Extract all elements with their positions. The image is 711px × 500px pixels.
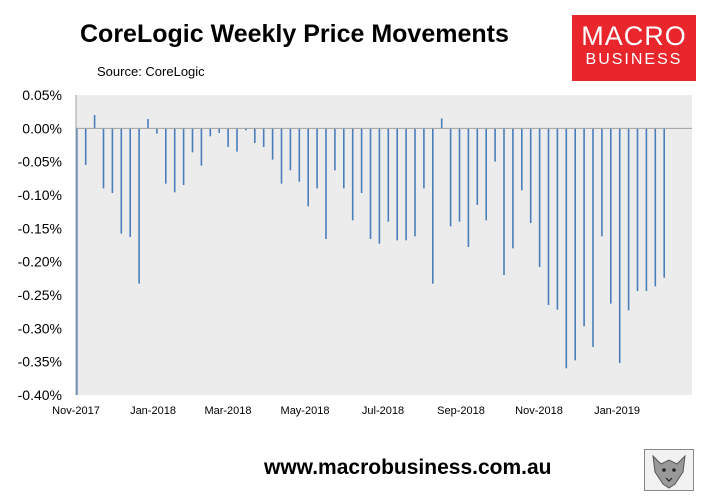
bar bbox=[120, 128, 123, 234]
bar bbox=[111, 128, 114, 193]
bar bbox=[76, 128, 78, 396]
bar bbox=[423, 128, 425, 189]
bar bbox=[343, 128, 345, 189]
bar bbox=[592, 128, 594, 347]
y-tick-label: -0.10% bbox=[18, 187, 62, 203]
y-tick-label: -0.35% bbox=[18, 354, 62, 370]
bar bbox=[102, 128, 105, 189]
y-tick-label: 0.05% bbox=[22, 87, 62, 103]
chart-source: Source: CoreLogic bbox=[97, 64, 205, 79]
bar bbox=[485, 128, 487, 221]
y-tick-label: -0.30% bbox=[18, 320, 62, 336]
chart-title: CoreLogic Weekly Price Movements bbox=[80, 20, 509, 48]
bar bbox=[236, 128, 238, 152]
bar bbox=[209, 128, 212, 137]
plot-area bbox=[76, 95, 692, 395]
bar bbox=[574, 128, 576, 361]
bar bbox=[440, 118, 443, 129]
bar bbox=[618, 128, 621, 363]
bar bbox=[512, 128, 514, 249]
bar bbox=[601, 128, 603, 237]
x-tick-label: Mar-2018 bbox=[204, 405, 251, 417]
bar bbox=[307, 128, 309, 207]
bar bbox=[227, 128, 229, 147]
bar bbox=[503, 128, 505, 275]
bar bbox=[325, 128, 327, 239]
bar bbox=[565, 128, 568, 369]
y-tick-label: -0.25% bbox=[18, 287, 62, 303]
x-tick-label: Sep-2018 bbox=[437, 405, 485, 417]
bar bbox=[191, 128, 194, 153]
bar bbox=[298, 128, 301, 182]
bar bbox=[405, 128, 407, 241]
bar bbox=[396, 128, 398, 241]
bar bbox=[218, 128, 220, 133]
bar bbox=[414, 128, 416, 237]
bar bbox=[93, 115, 96, 129]
bar-series bbox=[76, 115, 665, 396]
bar bbox=[200, 128, 203, 166]
bar bbox=[610, 128, 612, 304]
bar bbox=[84, 128, 87, 165]
bar bbox=[432, 128, 434, 284]
x-tick-label: Nov-2017 bbox=[52, 405, 100, 417]
bar bbox=[521, 128, 523, 191]
bar bbox=[316, 128, 318, 189]
x-tick-label: Jul-2018 bbox=[362, 405, 404, 417]
bar bbox=[129, 128, 131, 237]
bar bbox=[449, 128, 452, 227]
bar bbox=[165, 128, 167, 184]
x-tick-label: May-2018 bbox=[281, 405, 330, 417]
bar bbox=[360, 128, 363, 193]
bar bbox=[280, 128, 283, 184]
bar bbox=[156, 128, 158, 134]
footer-url: www.macrobusiness.com.au bbox=[264, 456, 552, 479]
x-tick-label: Jan-2018 bbox=[130, 405, 176, 417]
bar bbox=[262, 128, 265, 147]
x-axis: Nov-2017 Jan-2018 Mar-2018 May-2018 Jul-2018… bbox=[52, 405, 640, 417]
bar bbox=[254, 128, 256, 143]
bar bbox=[467, 128, 470, 247]
bar bbox=[334, 128, 336, 171]
bar bbox=[547, 128, 550, 305]
bar bbox=[387, 128, 390, 222]
x-tick-label: Jan-2019 bbox=[594, 405, 640, 417]
macro-business-logo: MACRO BUSINESS bbox=[572, 15, 696, 81]
y-axis: 0.05% 0.00% -0.05% -0.10% -0.15% -0.20% -0.25%… bbox=[18, 87, 62, 403]
bar bbox=[351, 128, 354, 221]
bar bbox=[556, 128, 559, 310]
logo-line-1: MACRO bbox=[581, 21, 687, 51]
bar bbox=[583, 128, 585, 327]
y-tick-label: -0.20% bbox=[18, 254, 62, 270]
wolf-logo-icon bbox=[644, 449, 694, 491]
bar bbox=[245, 128, 247, 131]
bar bbox=[369, 128, 372, 239]
bar bbox=[476, 128, 479, 205]
bar bbox=[627, 128, 630, 311]
y-tick-label: -0.15% bbox=[18, 220, 62, 236]
bar bbox=[636, 128, 639, 291]
bar bbox=[645, 128, 648, 291]
bar bbox=[182, 128, 185, 185]
bar bbox=[289, 128, 292, 171]
bar bbox=[271, 128, 274, 160]
y-tick-label: -0.40% bbox=[18, 387, 62, 403]
y-tick-label: -0.05% bbox=[18, 154, 62, 170]
bar bbox=[663, 128, 665, 278]
bar bbox=[173, 128, 176, 193]
bar bbox=[654, 128, 657, 287]
y-tick-label: 0.00% bbox=[22, 120, 62, 136]
x-tick-label: Nov-2018 bbox=[515, 405, 563, 417]
bar bbox=[529, 128, 532, 223]
bar bbox=[378, 128, 381, 244]
logo-line-2: BUSINESS bbox=[585, 51, 683, 68]
bar bbox=[138, 128, 140, 284]
bar bbox=[147, 119, 149, 129]
bar bbox=[458, 128, 461, 222]
bar bbox=[538, 128, 541, 267]
bar bbox=[494, 128, 496, 162]
